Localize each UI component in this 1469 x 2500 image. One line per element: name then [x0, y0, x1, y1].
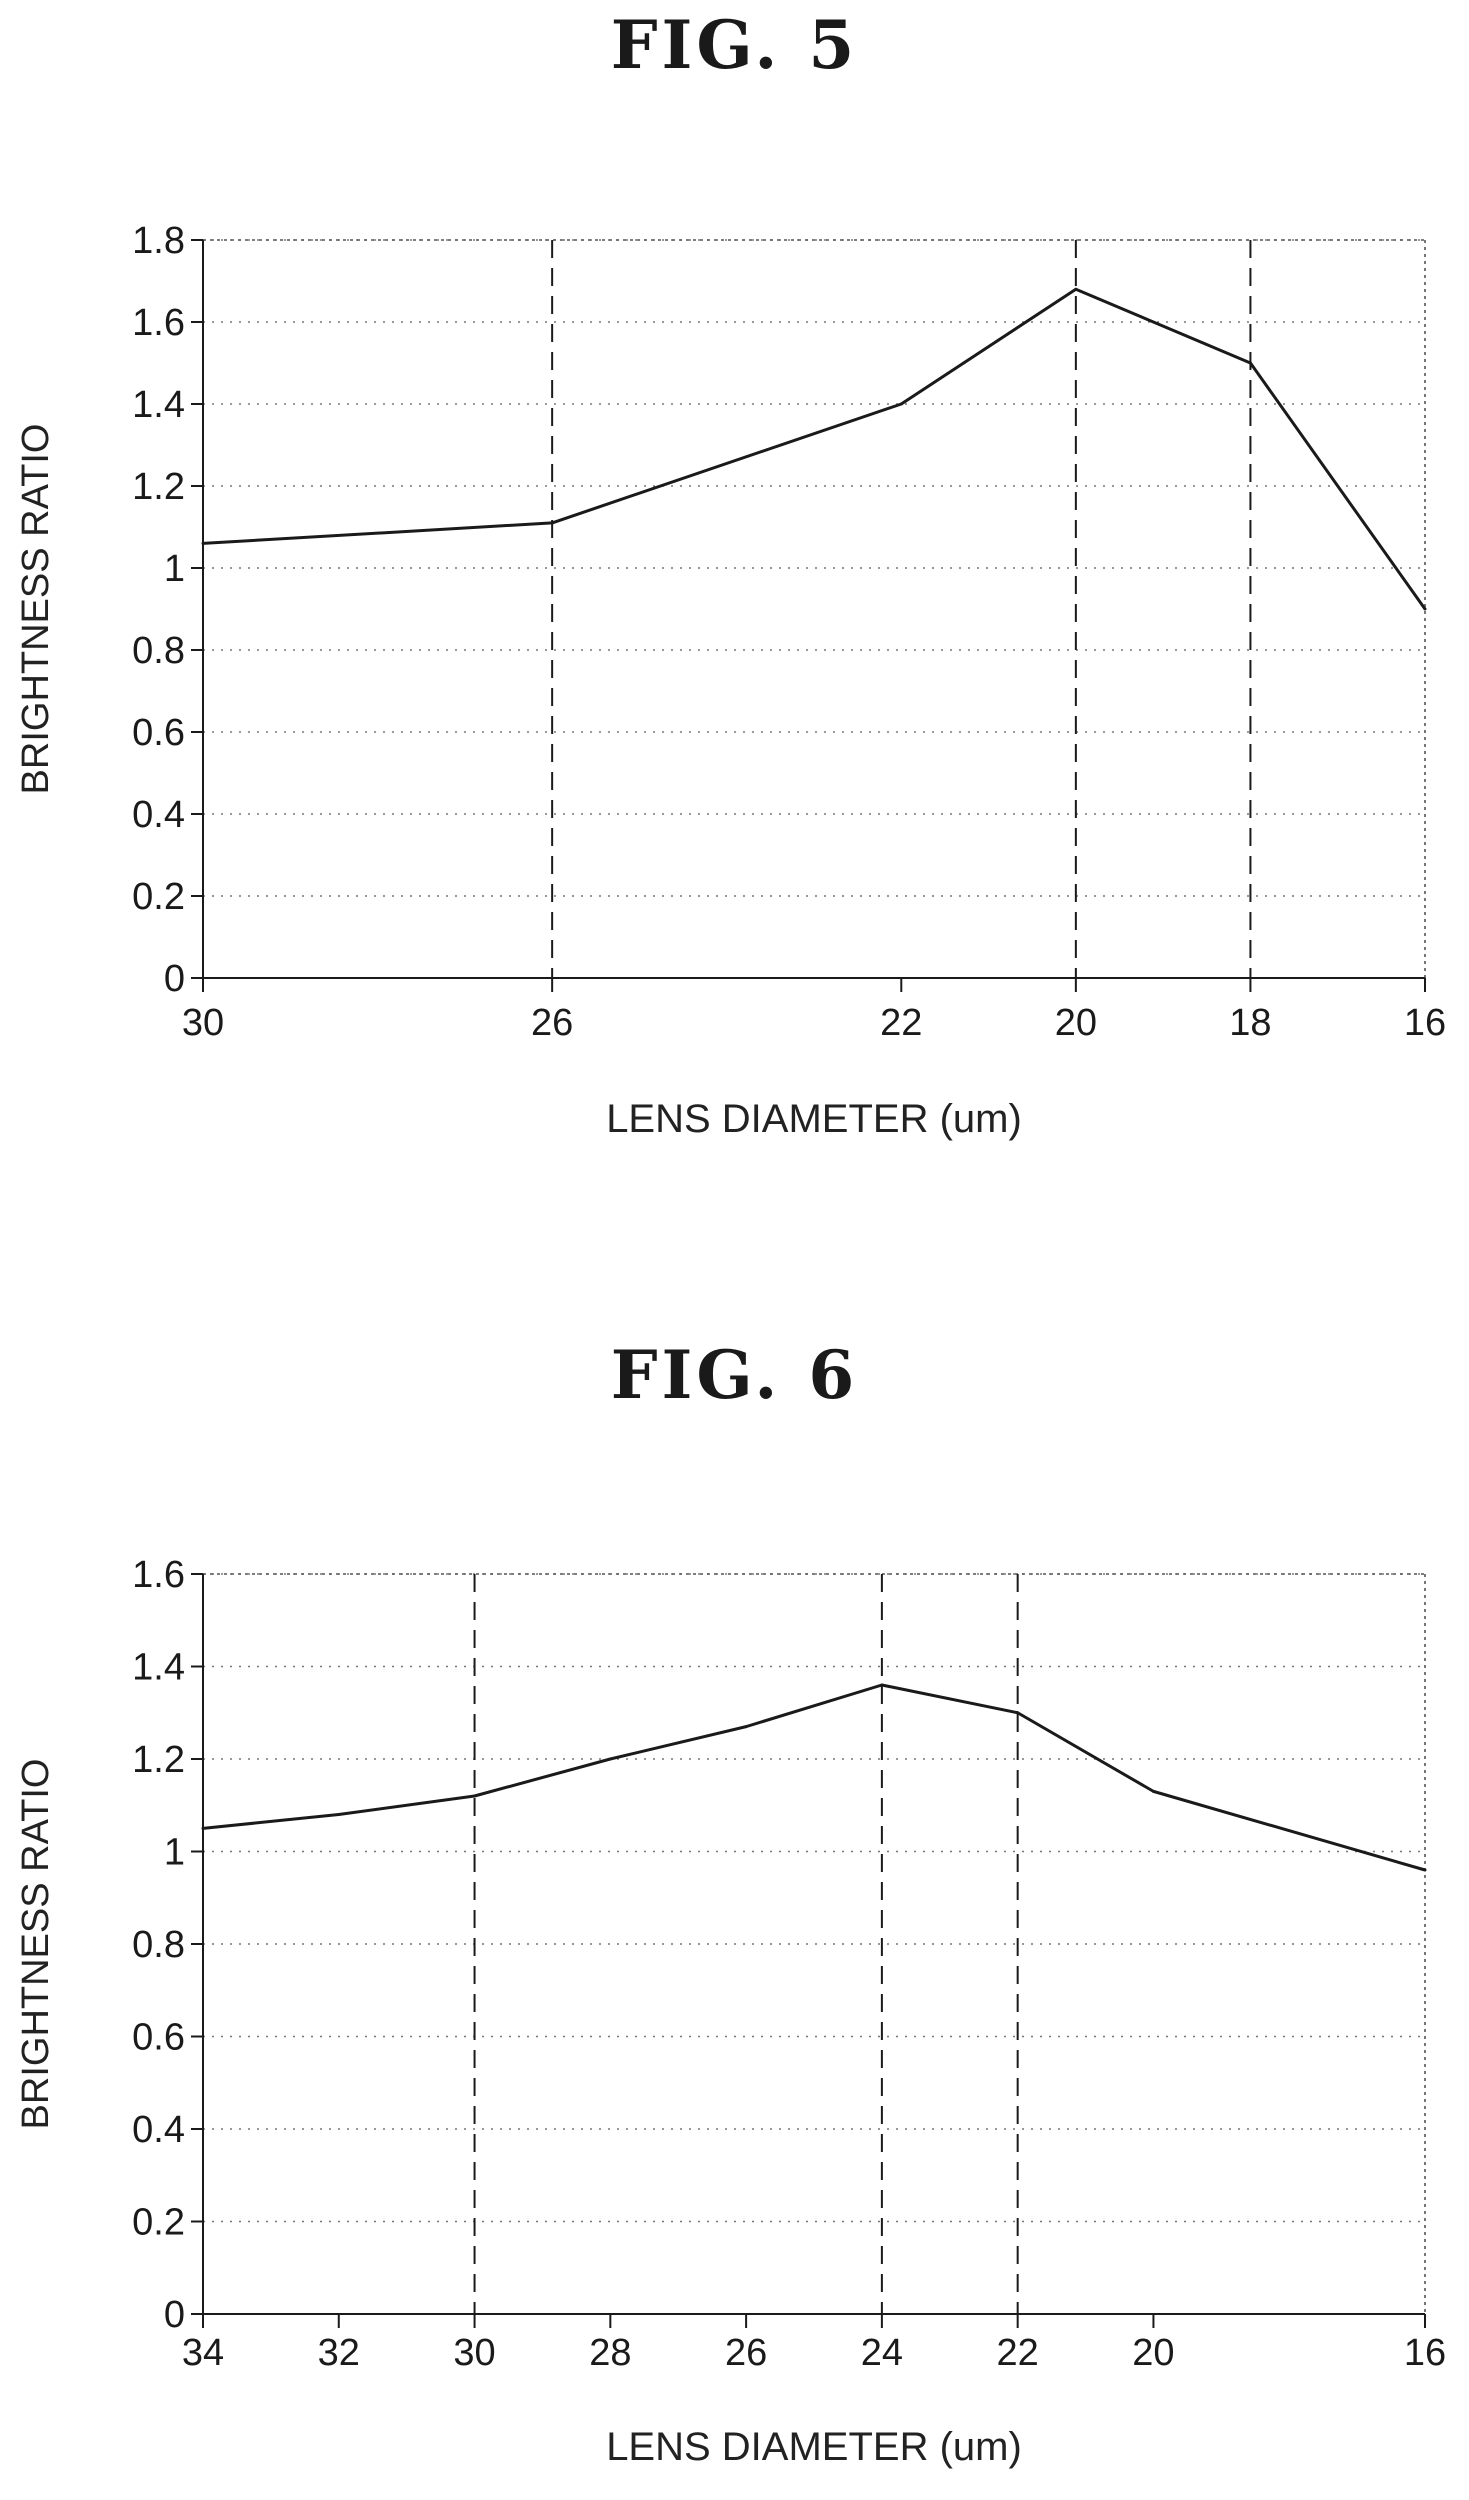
y-tick-label: 1 [164, 548, 185, 590]
x-tick-label: 30 [182, 1002, 224, 1044]
data-point [1074, 287, 1078, 291]
y-tick-label: 1.4 [132, 384, 185, 426]
y-tick-label: 1.4 [132, 1647, 185, 1689]
series-line [202, 287, 1427, 610]
y-tick-label: 0 [164, 958, 185, 1000]
data-point [1016, 1711, 1020, 1715]
y-tick-label: 1.2 [132, 466, 185, 508]
data-point [744, 1725, 748, 1729]
data-point [1423, 1868, 1427, 1872]
data-point [1248, 361, 1252, 365]
series-line [202, 1683, 1426, 1872]
x-tick-label: 20 [1132, 2332, 1174, 2374]
y-tick-label: 1.6 [132, 302, 185, 344]
data-point [608, 1757, 612, 1761]
data-point [899, 402, 903, 406]
x-tick-label: 26 [531, 1002, 573, 1044]
x-tick-label: 34 [182, 2332, 224, 2374]
figure-5-chart: 0 0.2 0.4 0.6 0.8 1 1.2 1.4 1.6 1.8 30 26 22 20 18 16 LE… [15, 220, 1446, 1141]
y-tick-label: 1.2 [132, 1739, 185, 1781]
data-point [1423, 607, 1427, 611]
x-tick-label: 20 [1055, 1002, 1097, 1044]
x-tick-label: 26 [725, 2332, 767, 2374]
data-point [1151, 1789, 1155, 1793]
data-point [201, 541, 205, 545]
y-tick-label: 0.8 [132, 1924, 185, 1966]
y-tick-label: 0.4 [132, 794, 185, 836]
y-tick-label: 0.4 [132, 2109, 185, 2151]
x-tick-label: 18 [1229, 1002, 1271, 1044]
figure-5-title: FIG. 5 [610, 6, 859, 84]
x-tick-label: 22 [880, 1002, 922, 1044]
x-axis-label: LENS DIAMETER (um) [606, 1097, 1022, 1141]
data-point [473, 1794, 477, 1798]
y-axis-label: BRIGHTNESS RATIO [15, 424, 57, 795]
y-tick-label: 1.6 [132, 1554, 185, 1596]
y-tick-label: 0.6 [132, 2017, 185, 2059]
figure-6-title: FIG. 6 [610, 1336, 859, 1414]
x-tick-label: 16 [1404, 1002, 1446, 1044]
y-tick-label: 0 [164, 2294, 185, 2336]
y-tick-label: 0.6 [132, 712, 185, 754]
data-point [880, 1683, 884, 1687]
x-tick-label: 28 [589, 2332, 631, 2374]
y-tick-label: 1 [164, 1832, 185, 1874]
x-tick-label: 32 [318, 2332, 360, 2374]
y-tick-label: 1.8 [132, 220, 185, 262]
x-tick-label: 30 [453, 2332, 495, 2374]
y-tick-label: 0.2 [132, 876, 185, 918]
y-axis-label: BRIGHTNESS RATIO [15, 1759, 57, 2130]
data-point [201, 1826, 205, 1830]
x-tick-label: 16 [1404, 2332, 1446, 2374]
data-point [550, 521, 554, 525]
x-axis-label: LENS DIAMETER (um) [606, 2425, 1022, 2469]
data-point [337, 1813, 341, 1816]
figure-6-chart: 0 0.2 0.4 0.6 0.8 1 1.2 1.4 1.6 34 32 30 28 26 24 22 20 1… [15, 1554, 1446, 2469]
y-tick-label: 0.8 [132, 630, 185, 672]
x-tick-label: 24 [861, 2332, 903, 2374]
y-tick-label: 0.2 [132, 2202, 185, 2244]
x-tick-label: 22 [997, 2332, 1039, 2374]
